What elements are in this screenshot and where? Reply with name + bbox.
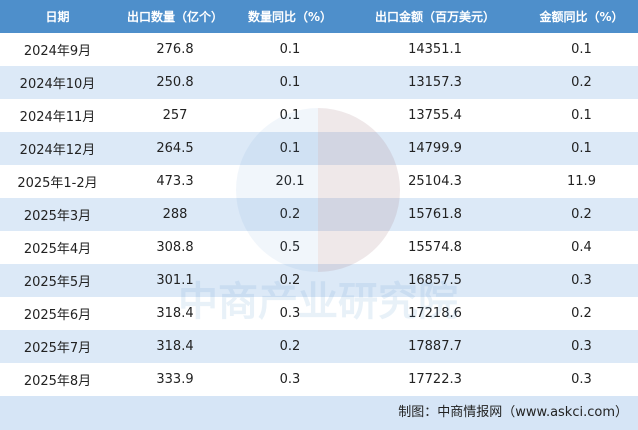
header-cell: 数量同比（%） xyxy=(235,0,345,33)
table-row: 2024年11月 257 0.1 13755.4 0.1 xyxy=(0,99,638,132)
value-cell: 0.3 xyxy=(279,306,301,321)
value-cell: 16857.5 xyxy=(345,264,525,297)
date-cell: 2024年10月 xyxy=(0,66,115,99)
value-cell: 0.4 xyxy=(571,240,592,255)
header-cell: 出口数量（亿个） xyxy=(115,0,235,33)
value-cell: 0.2 xyxy=(235,330,345,363)
value-cell: 288 xyxy=(115,198,235,231)
value-cell: 0.2 xyxy=(235,198,345,231)
value-cell: 0.2 xyxy=(235,264,345,297)
value-cell: 308.8 xyxy=(156,240,194,255)
value-cell: 17722.3 xyxy=(408,372,462,387)
header-cell: 金额同比（%） xyxy=(525,0,638,33)
value-cell: 11.9 xyxy=(567,174,596,189)
value-cell: 264.5 xyxy=(115,132,235,165)
table-row: 2024年12月 264.5 0.1 14799.9 0.1 xyxy=(0,132,638,165)
header-row: 日期 出口数量（亿个） 数量同比（%） 出口金额（百万美元） 金额同比（%） xyxy=(0,0,638,33)
table-body: 2024年9月 276.8 0.1 14351.1 0.1 2024年10月 250.8 0.… xyxy=(0,33,638,396)
value-cell: 276.8 xyxy=(156,42,194,57)
value-cell: 257 xyxy=(162,108,188,123)
value-cell: 0.3 xyxy=(571,372,592,387)
value-cell: 14351.1 xyxy=(408,42,462,57)
value-cell: 0.2 xyxy=(571,306,592,321)
value-cell: 0.1 xyxy=(235,132,345,165)
value-cell: 318.4 xyxy=(115,330,235,363)
header-cell: 出口金额（百万美元） xyxy=(345,0,525,33)
value-cell: 13755.4 xyxy=(408,108,462,123)
table-row: 2025年8月 333.9 0.3 17722.3 0.3 xyxy=(0,363,638,396)
table-row: 2024年10月 250.8 0.1 13157.3 0.2 xyxy=(0,66,638,99)
value-cell: 25104.3 xyxy=(408,174,462,189)
date-cell: 2024年11月 xyxy=(19,110,96,125)
value-cell: 250.8 xyxy=(115,66,235,99)
header-cell: 日期 xyxy=(0,0,115,33)
value-cell: 473.3 xyxy=(156,174,194,189)
value-cell: 0.2 xyxy=(525,198,638,231)
date-cell: 2024年12月 xyxy=(0,132,115,165)
value-cell: 0.1 xyxy=(279,42,301,57)
date-cell: 2025年4月 xyxy=(23,242,92,257)
value-cell: 301.1 xyxy=(115,264,235,297)
value-cell: 0.5 xyxy=(279,240,301,255)
data-table: 日期 出口数量（亿个） 数量同比（%） 出口金额（百万美元） 金额同比（%） 2024年… xyxy=(0,0,638,396)
value-cell: 318.4 xyxy=(156,306,194,321)
table-row: 2025年5月 301.1 0.2 16857.5 0.3 xyxy=(0,264,638,297)
date-cell: 2025年5月 xyxy=(0,264,115,297)
value-cell: 15761.8 xyxy=(345,198,525,231)
value-cell: 20.1 xyxy=(275,174,305,189)
date-cell: 2025年3月 xyxy=(0,198,115,231)
value-cell: 0.1 xyxy=(571,42,592,57)
table-row: 2025年1-2月 473.3 20.1 25104.3 11.9 xyxy=(0,165,638,198)
value-cell: 0.3 xyxy=(279,372,301,387)
value-cell: 0.1 xyxy=(525,132,638,165)
date-cell: 2025年6月 xyxy=(23,308,92,323)
date-cell: 2025年7月 xyxy=(0,330,115,363)
table-row: 2025年3月 288 0.2 15761.8 0.2 xyxy=(0,198,638,231)
value-cell: 0.2 xyxy=(525,66,638,99)
value-cell: 17887.7 xyxy=(345,330,525,363)
value-cell: 17218.6 xyxy=(408,306,462,321)
date-cell: 2025年1-2月 xyxy=(17,176,98,191)
source-note: 制图：中商情报网（www.askci.com） xyxy=(0,396,638,430)
value-cell: 0.3 xyxy=(525,264,638,297)
date-cell: 2024年9月 xyxy=(23,44,92,59)
table-row: 2024年9月 276.8 0.1 14351.1 0.1 xyxy=(0,33,638,66)
value-cell: 333.9 xyxy=(156,372,194,387)
value-cell: 0.1 xyxy=(235,66,345,99)
value-cell: 14799.9 xyxy=(345,132,525,165)
value-cell: 0.1 xyxy=(279,108,301,123)
table-row: 2025年4月 308.8 0.5 15574.8 0.4 xyxy=(0,231,638,264)
table-row: 2025年6月 318.4 0.3 17218.6 0.2 xyxy=(0,297,638,330)
value-cell: 0.3 xyxy=(525,330,638,363)
value-cell: 13157.3 xyxy=(345,66,525,99)
value-cell: 15574.8 xyxy=(408,240,462,255)
value-cell: 0.1 xyxy=(571,108,592,123)
date-cell: 2025年8月 xyxy=(23,374,92,389)
table-row: 2025年7月 318.4 0.2 17887.7 0.3 xyxy=(0,330,638,363)
